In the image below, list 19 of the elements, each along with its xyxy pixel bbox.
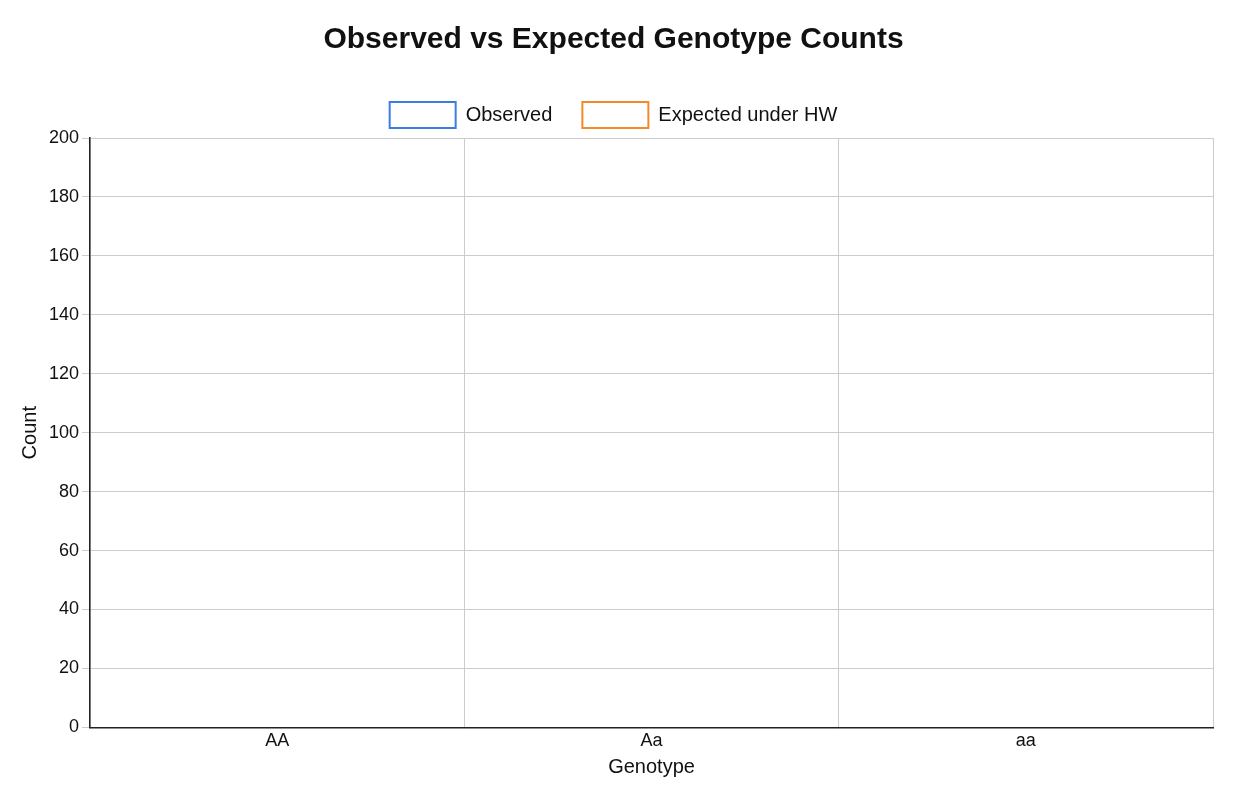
y-tick-label: 0 xyxy=(69,716,80,737)
x-tick-label: AA xyxy=(265,730,290,751)
x-tick-label: Aa xyxy=(640,730,664,751)
y-tick-label: 100 xyxy=(48,421,80,442)
y-axis-title: Count xyxy=(17,405,40,460)
legend-label: Expected under HW xyxy=(658,102,838,125)
y-tick-label: 160 xyxy=(48,244,80,265)
y-tick-label: 40 xyxy=(59,598,80,619)
y-tick-label: 60 xyxy=(59,539,80,560)
y-tick-label: 200 xyxy=(48,126,80,147)
x-tick-label: aa xyxy=(1015,730,1037,751)
x-axis-title: Genotype xyxy=(608,754,695,777)
y-tick-label: 140 xyxy=(48,303,80,324)
legend-label: Observed xyxy=(465,102,553,125)
y-tick-label: 180 xyxy=(48,185,80,206)
y-tick-label: 20 xyxy=(59,657,80,678)
y-tick-label: 80 xyxy=(59,480,80,501)
y-tick-label: 120 xyxy=(48,362,80,383)
chart-title: Observed vs Expected Genotype Counts xyxy=(323,21,904,55)
